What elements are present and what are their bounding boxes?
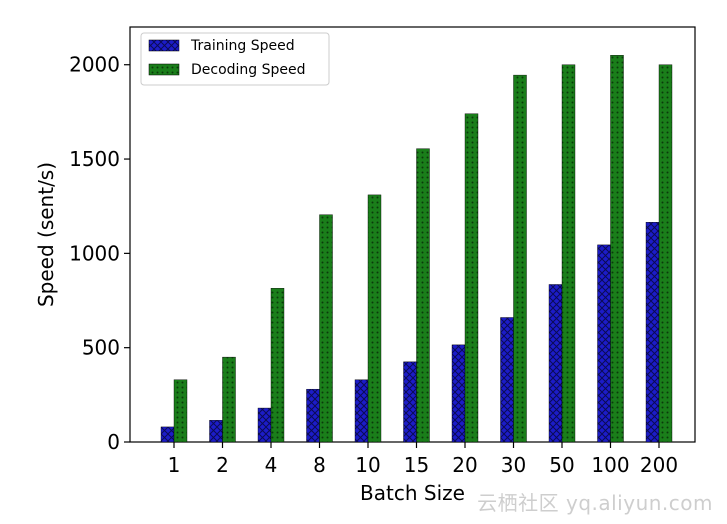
training-speed-bar	[548, 284, 563, 443]
y-axis-ticks: 0 500 1000 1500 2000	[69, 53, 130, 454]
y-tick-label: 0	[107, 430, 120, 454]
training-speed-bar	[451, 344, 466, 443]
decoding-speed-bar	[464, 113, 479, 443]
x-tick-label: 30	[501, 453, 526, 477]
y-axis-label: Speed (sent/s)	[34, 162, 58, 307]
x-tick-label: 2	[216, 453, 229, 477]
training-speed-bar	[500, 317, 514, 443]
x-tick-label: 50	[549, 453, 574, 477]
decoding-speed-bar	[513, 74, 527, 443]
decoding-speed-bar	[270, 288, 285, 443]
training-speed-bar	[160, 426, 175, 443]
decoding-speed-bar	[416, 148, 430, 443]
training-speed-bar	[257, 407, 272, 443]
x-tick-label: 200	[640, 453, 678, 477]
training-speed-bar	[597, 244, 611, 443]
legend-box	[140, 32, 330, 86]
training-speed-bar	[209, 420, 223, 443]
x-tick-label: 20	[452, 453, 477, 477]
training-speed-bar	[645, 222, 660, 443]
y-tick-label: 1500	[69, 147, 120, 171]
x-axis-label: Batch Size	[360, 481, 465, 505]
x-tick-label: 100	[591, 453, 629, 477]
decoding-speed-bar	[367, 194, 382, 443]
x-tick-label: 8	[313, 453, 326, 477]
watermark: 云栖社区 yq.aliyun.com	[477, 491, 713, 515]
bars	[160, 55, 673, 443]
x-axis-ticks: 1 2 4 8 10 15 20 30 50 100 200	[168, 442, 678, 477]
decoding-speed-bar	[319, 214, 333, 443]
x-tick-label: 10	[355, 453, 380, 477]
x-tick-label: 4	[265, 453, 278, 477]
legend: Training Speed Decoding Speed	[140, 32, 330, 86]
plot-area: 0 500 1000 1500 2000 1 2 4 8 10 15 20 30 50 100 200	[69, 26, 696, 477]
training-speed-bar	[403, 361, 417, 443]
legend-swatch-decoding	[148, 63, 180, 76]
legend-swatch-training	[148, 39, 180, 52]
legend-label-decoding: Decoding Speed	[191, 62, 306, 78]
training-speed-bar	[306, 388, 320, 443]
decoding-speed-bar	[610, 55, 624, 443]
decoding-speed-bar	[658, 64, 673, 443]
y-tick-label: 1000	[69, 241, 120, 265]
decoding-speed-bar	[561, 64, 576, 443]
decoding-speed-bar	[173, 379, 188, 443]
decoding-speed-bar	[222, 356, 236, 443]
x-tick-label: 1	[168, 453, 181, 477]
legend-label-training: Training Speed	[190, 38, 295, 54]
y-tick-label: 2000	[69, 53, 120, 77]
y-tick-label: 500	[82, 336, 120, 360]
training-speed-bar	[354, 379, 369, 443]
x-tick-label: 15	[404, 453, 429, 477]
